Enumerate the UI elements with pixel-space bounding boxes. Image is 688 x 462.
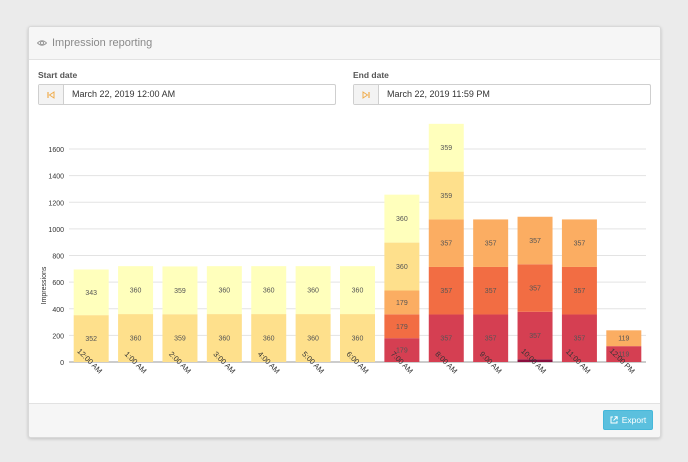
bar-data-label: 179 [396,300,408,307]
bar-data-label: 359 [440,193,452,200]
bar-data-label: 359 [440,145,452,152]
bar-segment [428,219,464,267]
bar-data-label: 359 [174,336,186,343]
bar-data-label: 360 [352,336,364,343]
bar-data-label: 343 [85,290,97,297]
bar-segment [251,314,287,362]
bar-segment [606,330,642,347]
bar-data-label: 357 [440,336,452,343]
bar-segment [428,123,464,172]
bar-data-label: 359 [174,288,186,295]
end-date-label: End date [353,70,389,80]
bar-segment [428,266,464,315]
bar-segment [206,266,242,315]
bar-segment [73,269,109,316]
bar-segment [118,266,154,315]
bar-data-label: 119 [618,336,629,343]
bar-segment [73,315,109,362]
bar-data-label: 357 [485,336,497,343]
bar-segment [340,314,375,362]
y-tick-label: 1400 [48,174,64,181]
bar-data-label: 360 [352,288,364,295]
bar-data-label: 360 [396,264,408,271]
bar-data-label: 360 [263,336,275,343]
bar-data-label: 357 [574,336,586,343]
bar-data-label: 179 [396,324,408,331]
bar-segment [384,338,420,362]
bar-data-label: 360 [307,288,319,295]
bar-segment [162,314,198,362]
start-date-field[interactable]: March 22, 2019 12:00 AM [38,84,336,105]
bar-segment [473,266,509,315]
bar-data-label: 179 [396,348,408,355]
external-link-icon [610,416,618,424]
impression-report-panel: Impression reporting Start date March 22… [28,26,661,438]
y-tick-label: 0 [60,360,64,367]
bar-segment [428,314,464,362]
bar-data-label: 357 [574,288,586,295]
bar-data-label: 357 [440,241,452,248]
bar-data-label: 360 [307,336,319,343]
y-axis-label: Impressions [41,266,48,304]
bar-segment [295,314,331,362]
bar-segment [473,314,509,362]
bar-data-label: 119 [618,352,629,359]
bar-data-label: 360 [130,288,142,295]
bar-segment [384,194,420,243]
y-tick-label: 600 [52,280,64,287]
skip-back-icon[interactable] [39,85,64,104]
bar-segment [561,314,597,362]
bar-segment [340,266,375,315]
bar-segment [517,359,553,362]
export-label[interactable]: Export [621,415,647,425]
panel-footer: Export [29,403,660,437]
eye-icon [37,40,47,46]
bar-data-label: 360 [219,288,231,295]
y-tick-label: 1600 [48,147,64,154]
end-date-field[interactable]: March 22, 2019 11:59 PM [353,84,651,105]
bar-data-label: 357 [529,333,541,340]
bar-data-label: 360 [219,336,231,343]
bar-segment [206,314,242,362]
skip-forward-icon[interactable] [354,85,379,104]
bar-segment [517,216,553,265]
bar-segment [162,266,198,315]
bar-data-label: 357 [485,241,497,248]
bar-segment [384,290,420,315]
start-date-value[interactable]: March 22, 2019 12:00 AM [72,89,176,99]
bar-segment [295,266,331,315]
bar-segment [561,266,597,315]
bar-data-label: 357 [485,288,497,295]
bar-data-label: 360 [130,336,142,343]
bar-data-label: 357 [529,238,541,245]
y-tick-label: 200 [52,333,64,340]
bar-data-label: 357 [529,286,541,293]
panel-header: Impression reporting [29,27,660,60]
panel-title: Impression reporting [52,37,153,49]
bar-data-label: 360 [263,288,275,295]
bar-data-label: 360 [396,216,408,223]
bar-segment [517,264,553,312]
bar-segment [606,346,642,362]
y-tick-label: 1200 [48,200,64,207]
end-date-value[interactable]: March 22, 2019 11:59 PM [387,89,490,99]
y-tick-label: 800 [52,254,64,261]
y-tick-label: 1000 [48,227,64,234]
impressions-chart: 0 200 400 600 800 1000 1200 1400 1600 Impressions… [41,123,646,375]
bar-segment [384,314,420,339]
bar-segment [251,266,287,315]
bar-segment [118,314,154,362]
y-tick-label: 400 [52,307,64,314]
bar-segment [384,242,420,291]
bar-segment [561,219,597,267]
start-date-label: Start date [38,70,78,80]
bar-data-label: 352 [85,336,97,343]
bar-data-label: 357 [574,241,586,248]
export-button[interactable]: Export [603,410,653,430]
bar-segment [473,219,509,267]
bar-segment [517,311,553,360]
bar-segment [428,171,464,220]
bar-data-label: 357 [440,288,452,295]
